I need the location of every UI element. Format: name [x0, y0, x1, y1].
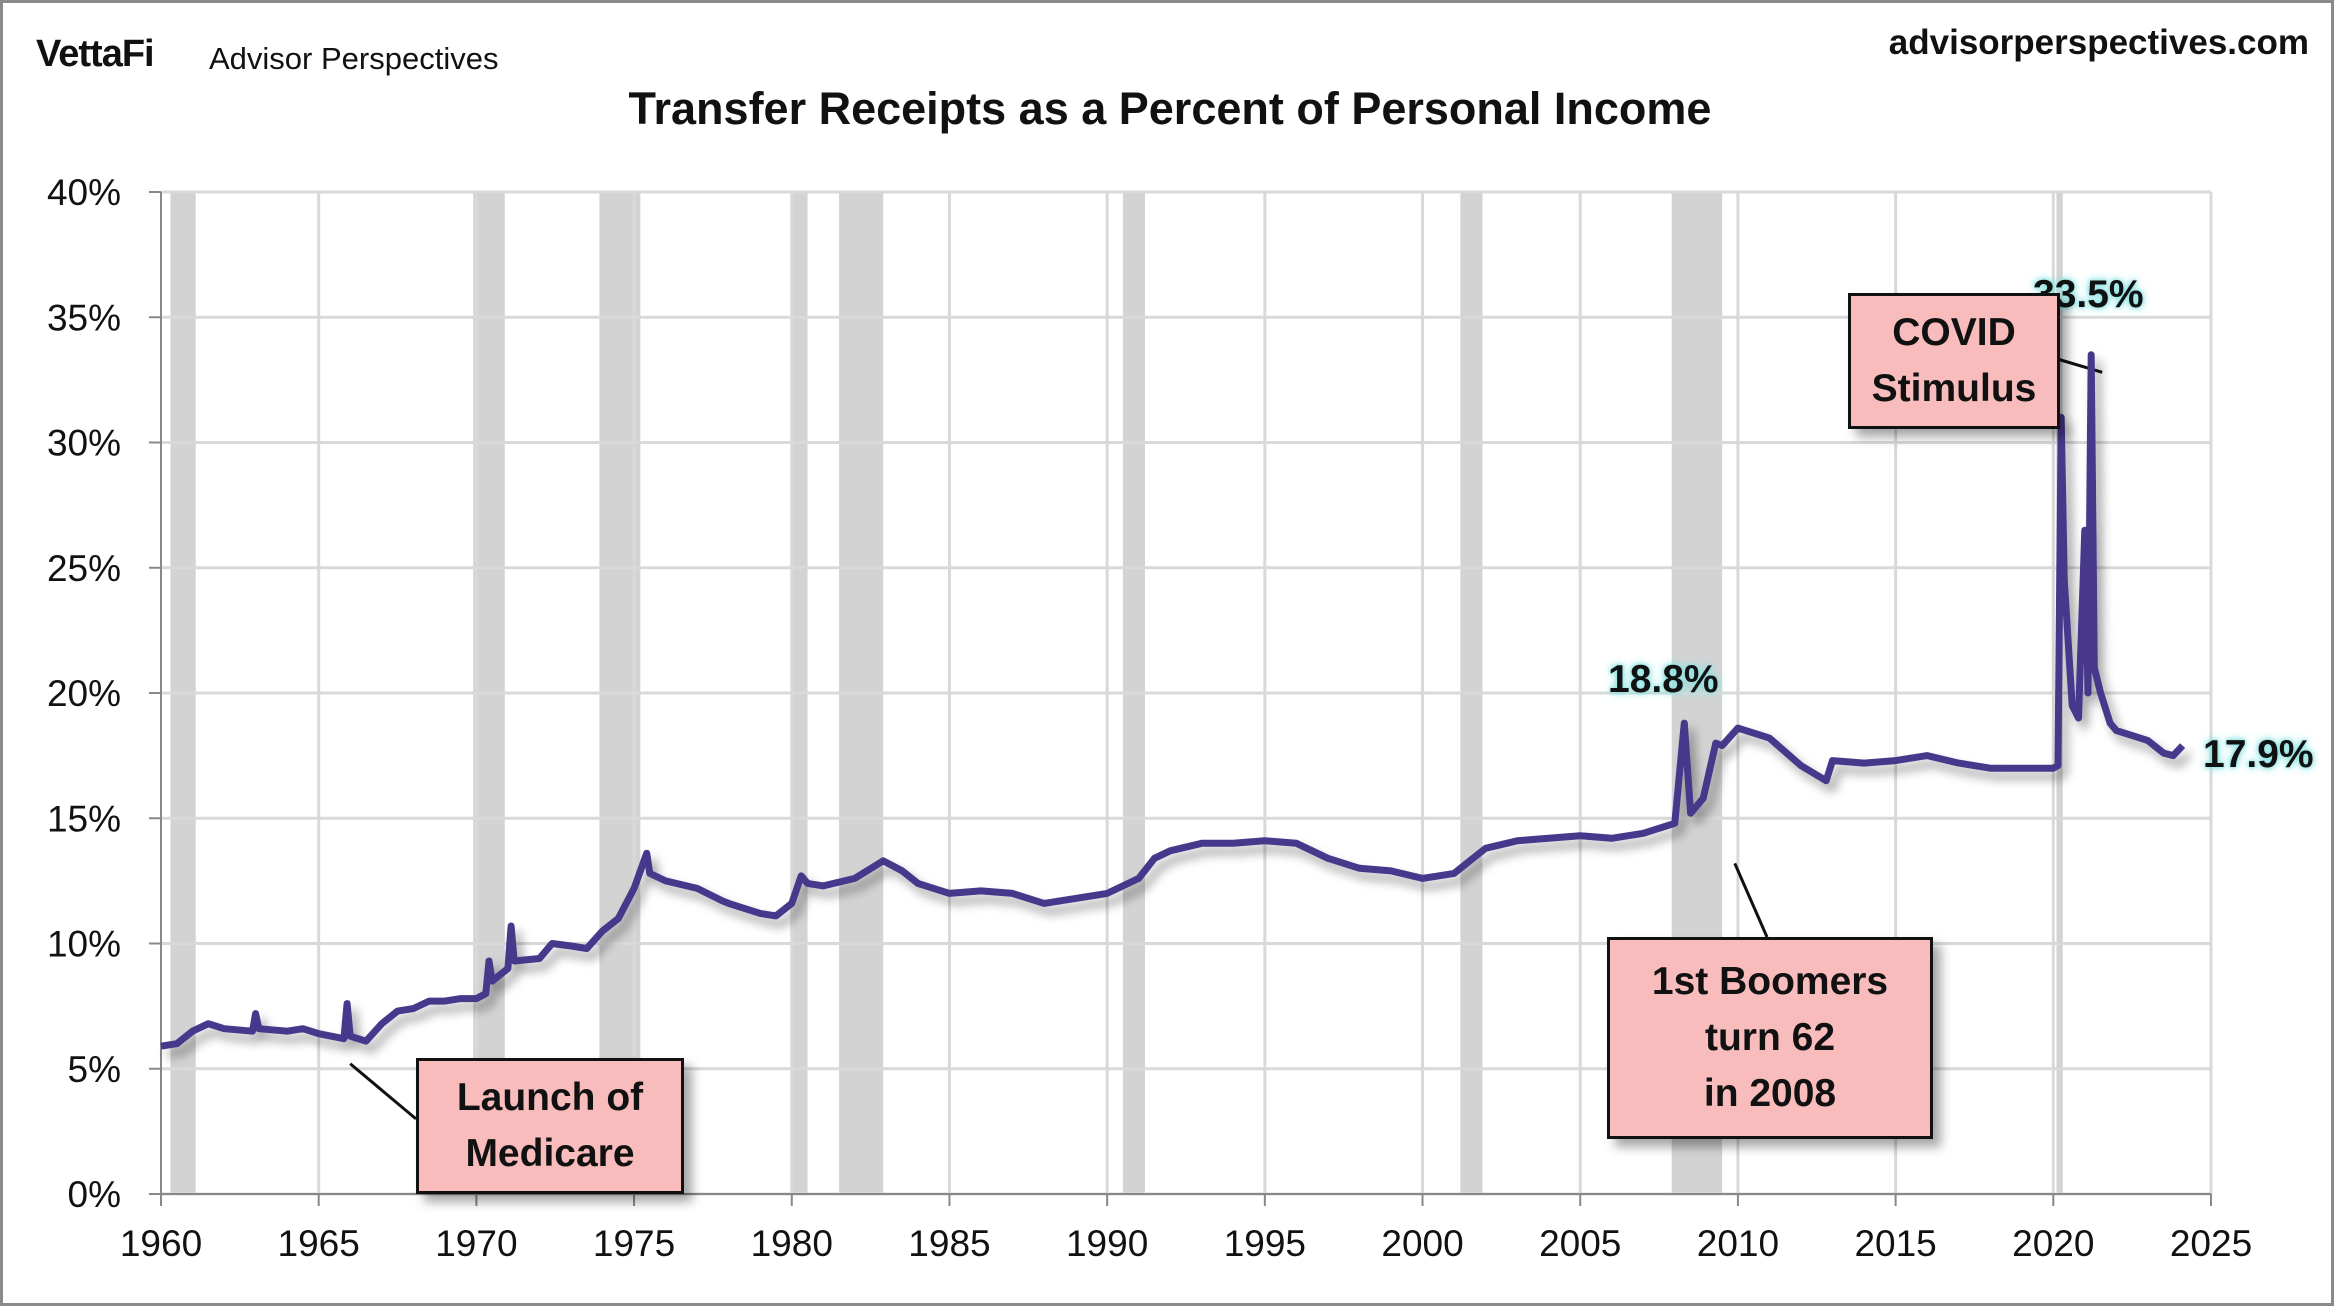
callout-covid: COVID Stimulus — [1848, 293, 2060, 429]
chart-title: Transfer Receipts as a Percent of Person… — [628, 83, 1712, 134]
y-tick-label: 0% — [68, 1174, 121, 1215]
y-tick-label: 40% — [47, 172, 121, 213]
callout-covid-line2: Stimulus — [1871, 367, 2037, 410]
label-peak-2008: 18.8% — [1608, 658, 1719, 701]
x-tick-label: 2015 — [1854, 1223, 1936, 1264]
x-tick-label: 1965 — [278, 1223, 360, 1264]
series-line — [160, 351, 2186, 1050]
x-tick-label: 1995 — [1224, 1223, 1306, 1264]
callout-boomers-line2: turn 62 — [1704, 1016, 1836, 1059]
y-tick-label: 20% — [47, 673, 121, 714]
callout-medicare-line1: Launch of — [456, 1076, 644, 1119]
y-tick-label: 30% — [47, 423, 121, 464]
x-tick-label: 1960 — [120, 1223, 202, 1264]
line-chart: 0% 5% 10% 15% 20% 25% 30% 35% 40% 1960 1965 1970 197… — [47, 172, 2252, 1264]
callout-medicare-line2: Medicare — [465, 1132, 635, 1175]
callout-boomers: 1st Boomers turn 62 in 2008 — [1607, 937, 1933, 1139]
x-tick-label: 1980 — [751, 1223, 833, 1264]
y-tick-label: 25% — [47, 548, 121, 589]
y-tick-label: 10% — [47, 924, 121, 965]
x-tick-label: 1975 — [593, 1223, 675, 1264]
x-tick-label: 1990 — [1066, 1223, 1148, 1264]
x-tick-label: 2000 — [1381, 1223, 1463, 1264]
x-tick-label: 1985 — [908, 1223, 990, 1264]
leader-boomers — [1733, 862, 1769, 938]
y-tick-label: 15% — [47, 798, 121, 839]
callout-covid-line1: COVID — [1892, 311, 2016, 354]
leader-medicare — [349, 1062, 417, 1120]
x-tick-label: 1970 — [435, 1223, 517, 1264]
brand-name: Advisor Perspectives — [209, 41, 499, 76]
label-latest: 17.9% — [2203, 733, 2314, 776]
callout-medicare: Launch of Medicare — [416, 1058, 684, 1194]
x-tick-label: 2010 — [1697, 1223, 1779, 1264]
x-tick-label: 2020 — [2012, 1223, 2094, 1264]
site-url: advisorperspectives.com — [1888, 23, 2309, 62]
callout-boomers-line3: in 2008 — [1703, 1072, 1837, 1115]
x-tick-label: 2025 — [2170, 1223, 2252, 1264]
y-tick-label: 35% — [47, 297, 121, 338]
callout-boomers-line1: 1st Boomers — [1651, 960, 1889, 1003]
vettafi-logo: VettaFi — [36, 33, 155, 75]
y-tick-label: 5% — [68, 1049, 121, 1090]
x-tick-label: 2005 — [1539, 1223, 1621, 1264]
